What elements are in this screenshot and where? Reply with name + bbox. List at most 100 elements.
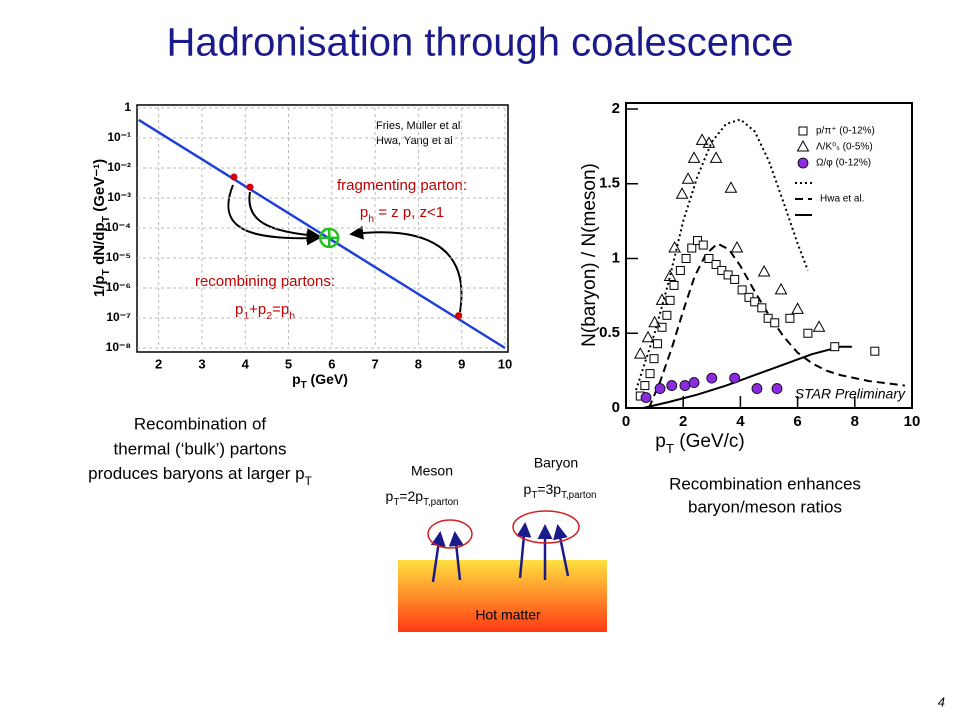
marker-circle xyxy=(729,372,741,384)
text-part: p xyxy=(524,481,532,497)
subscript: T xyxy=(531,490,537,501)
medium-label: Hot matter xyxy=(475,607,541,623)
marker-circle xyxy=(654,383,666,394)
marker-triangle xyxy=(730,240,744,253)
y-tick-label: 1.5 xyxy=(599,175,620,192)
y-tick-label: 10⁻⁵ xyxy=(106,250,131,264)
text-part: dN/dp xyxy=(91,222,108,269)
subscript: 1 xyxy=(243,310,249,322)
parton-dot xyxy=(455,312,463,320)
marker-triangle xyxy=(668,240,681,253)
marker-triangle xyxy=(633,347,647,359)
left-caption: Recombination of xyxy=(134,414,267,433)
text-part: =2p xyxy=(399,488,423,504)
marker-square xyxy=(803,328,813,338)
hadron-marker xyxy=(318,227,340,249)
text-part: = z p, z<1 xyxy=(374,204,444,221)
marker-triangle xyxy=(774,282,788,295)
marker-circle xyxy=(640,392,652,403)
annotation: ph = z p, z<1 xyxy=(360,204,444,225)
x-axis-label: pT (GeV) xyxy=(292,371,348,391)
text-part: (GeV/c) xyxy=(674,431,745,452)
annotation: recombining partons: xyxy=(195,273,335,290)
marker-triangle xyxy=(663,269,677,281)
y-tick-label: 10⁻³ xyxy=(107,190,131,204)
marker-square xyxy=(681,254,691,263)
y-tick-label: 2 xyxy=(612,100,620,117)
marker-triangle xyxy=(655,293,669,305)
subscript: T xyxy=(305,474,312,488)
right-caption: baryon/meson ratios xyxy=(688,497,842,516)
y-tick-label: 10⁻⁶ xyxy=(106,280,131,294)
marker-triangle xyxy=(687,151,701,163)
subscript: h xyxy=(289,310,295,322)
right-caption: Recombination enhances xyxy=(669,474,861,493)
marker-square xyxy=(645,369,655,379)
marker-square xyxy=(757,303,767,313)
annotation: fragmenting parton: xyxy=(337,177,467,194)
meson-label: Meson xyxy=(411,463,453,479)
subscript: T xyxy=(666,441,674,456)
marker-square xyxy=(652,339,662,349)
legend-label: Λ/K⁰ₛ (0-5%) xyxy=(816,142,873,153)
x-tick-label: 8 xyxy=(415,356,422,371)
marker-triangle xyxy=(675,187,689,199)
marker-square xyxy=(730,274,740,284)
model-curve xyxy=(635,118,809,391)
x-tick-label: 0 xyxy=(622,413,630,430)
parton-dot xyxy=(230,173,238,181)
x-tick-label: 2 xyxy=(679,413,687,430)
y-tick-label: 1 xyxy=(124,100,131,114)
subscript: T xyxy=(393,497,399,508)
y-tick-label: 10⁻⁸ xyxy=(106,340,131,354)
particle-arrows xyxy=(430,522,570,583)
left-caption: produces baryons at larger pT xyxy=(88,464,312,488)
y-axis-label: 1/pT dN/dpT (GeV⁻¹) xyxy=(91,159,112,297)
marker-square xyxy=(770,318,780,328)
legend-label: p/π⁺ (0-12%) xyxy=(816,126,875,137)
x-tick-label: 5 xyxy=(285,356,292,371)
marker-circle xyxy=(771,383,783,394)
text-part: 1/p xyxy=(91,275,108,297)
marker-square xyxy=(798,126,808,136)
model-curve xyxy=(647,242,905,409)
subscript: h xyxy=(368,213,374,225)
text-part: (GeV⁻¹) xyxy=(91,159,108,216)
x-axis-label: pT (GeV/c) xyxy=(655,431,744,456)
page-number: 4 xyxy=(938,694,945,709)
legend-label: Ω/φ (0-12%) xyxy=(816,158,871,169)
x-tick-label: 8 xyxy=(851,413,859,430)
reference: Fries, Muller et al xyxy=(376,120,460,132)
marker-square xyxy=(830,342,840,352)
baryon-formula: pT=3pT,parton xyxy=(524,481,597,501)
marker-square xyxy=(665,295,675,305)
marker-square xyxy=(750,297,760,307)
marker-square xyxy=(737,285,747,295)
marker-triangle xyxy=(796,139,810,152)
y-tick-label: 10⁻⁷ xyxy=(106,310,131,324)
slide-title: Hadronisation through coalescence xyxy=(166,21,793,65)
x-tick-label: 4 xyxy=(736,413,745,430)
marker-square xyxy=(698,240,708,250)
marker-triangle xyxy=(812,320,826,332)
marker-square xyxy=(870,346,880,356)
marker-square xyxy=(675,265,685,275)
marker-square xyxy=(711,259,721,269)
hadron-cross xyxy=(320,228,339,247)
y-tick-label: 10⁻¹ xyxy=(107,130,131,144)
text-part: =3p xyxy=(537,481,561,497)
subscript: 2 xyxy=(266,310,272,322)
marker-triangle xyxy=(681,172,695,184)
marker-square xyxy=(669,280,679,290)
y-tick-label: 10⁻² xyxy=(107,160,131,174)
marker-triangle xyxy=(702,136,716,148)
marker-triangle xyxy=(791,302,804,314)
legend-label: Hwa et al. xyxy=(820,194,864,205)
x-tick-label: 4 xyxy=(242,356,250,371)
x-tick-label: 6 xyxy=(328,356,335,371)
text-part: p xyxy=(655,431,666,452)
text-part: (GeV) xyxy=(307,371,348,387)
annotation: STAR Preliminary xyxy=(795,386,906,402)
marker-circle xyxy=(666,380,678,391)
annotation: p1+p2=ph xyxy=(235,301,295,322)
